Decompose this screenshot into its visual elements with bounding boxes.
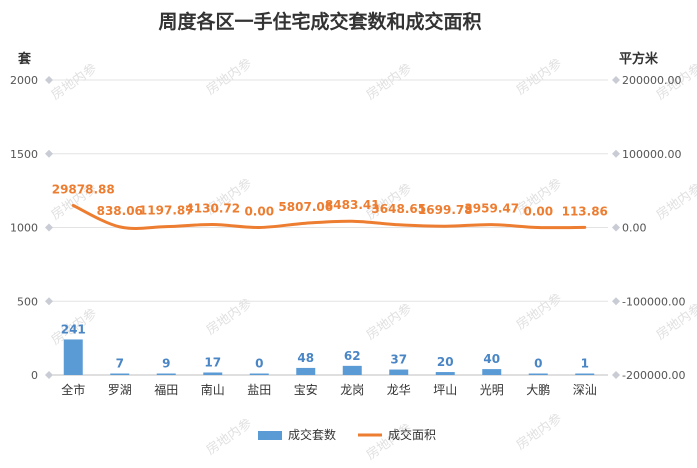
line-data-label: 113.86 — [562, 204, 608, 218]
bar-data-label: 20 — [437, 355, 454, 369]
bar — [482, 369, 502, 375]
bar — [389, 369, 409, 375]
left-tick-marker — [45, 371, 53, 379]
left-tick-label: 0 — [31, 369, 38, 382]
line-data-label: 29878.88 — [52, 182, 115, 196]
bar — [249, 373, 269, 375]
legend-line-label: 成交面积 — [388, 427, 436, 442]
bar-data-labels: 241 7 9 17 0 48 62 37 20 40 0 1 — [61, 322, 589, 370]
category-label: 全市 — [61, 382, 85, 397]
watermark-text: 房地内参 — [513, 55, 565, 98]
left-tick-marker — [45, 223, 53, 232]
watermark-text: 房地内参 — [653, 180, 697, 223]
left-tick-marker — [45, 149, 53, 158]
line-data-label: 5807.06 — [278, 200, 333, 214]
legend-bar-swatch — [258, 431, 282, 440]
left-tick-label: 2000 — [10, 74, 38, 87]
right-axis-ticks: -200000.00 -100000.00 0.00 100000.00 200000.… — [612, 74, 685, 382]
bar — [575, 373, 595, 375]
bar — [63, 339, 83, 375]
category-label: 深汕 — [573, 383, 597, 397]
category-label: 盐田 — [247, 383, 271, 397]
bar-data-label: 9 — [162, 357, 170, 371]
right-tick-marker — [612, 371, 620, 379]
watermark-text: 房地内参 — [363, 300, 415, 343]
watermark-text: 房地内参 — [48, 60, 100, 103]
category-label: 光明 — [480, 383, 504, 397]
chart-title: 周度各区一手住宅成交套数和成交面积 — [158, 10, 481, 33]
left-tick-label: 1500 — [10, 148, 38, 161]
bar — [528, 373, 548, 375]
category-label: 龙华 — [387, 383, 411, 397]
legend: 成交套数 成交面积 — [258, 427, 436, 442]
left-tick-marker — [45, 76, 53, 84]
right-tick-label: 200000.00 — [622, 74, 682, 87]
watermark-text: 房地内参 — [203, 415, 255, 458]
bar-data-label: 17 — [204, 355, 221, 369]
right-tick-marker — [612, 223, 620, 232]
right-tick-label: -100000.00 — [622, 295, 685, 308]
right-tick-marker — [612, 149, 620, 158]
right-tick-label: -200000.00 — [622, 369, 685, 382]
line-data-label: 3648.65 — [371, 202, 426, 216]
watermark-text: 房地内参 — [203, 55, 255, 98]
line-data-label: 8483.41 — [325, 198, 380, 212]
line-data-label: 0.00 — [523, 205, 553, 219]
legend-bar-label: 成交套数 — [288, 427, 336, 442]
left-tick-label: 1000 — [10, 222, 38, 235]
bar — [203, 372, 223, 375]
category-label: 南山 — [201, 382, 225, 397]
line-series — [71, 203, 587, 230]
bar-data-label: 241 — [61, 322, 86, 336]
bar-data-label: 1 — [581, 357, 589, 371]
left-tick-marker — [45, 297, 53, 306]
bar-data-label: 0 — [255, 357, 263, 371]
watermark-text: 房地内参 — [513, 410, 565, 453]
bar-series — [63, 339, 595, 375]
bar — [156, 373, 176, 375]
watermark-text: 房地内参 — [203, 295, 255, 338]
bar — [296, 367, 316, 375]
right-axis-unit: 平方米 — [619, 51, 659, 67]
line-data-label: 3959.47 — [464, 202, 519, 216]
right-tick-label: 100000.00 — [622, 148, 682, 161]
category-label: 罗湖 — [108, 382, 132, 397]
bar-data-label: 62 — [344, 349, 361, 363]
category-label: 坪山 — [433, 383, 457, 397]
watermark-text: 房地内参 — [513, 290, 565, 333]
bar-data-label: 7 — [116, 357, 124, 371]
category-label: 福田 — [154, 382, 178, 397]
line-data-label: 0.00 — [244, 205, 274, 219]
bar — [342, 365, 362, 375]
line-data-label: 838.06 — [97, 204, 143, 218]
category-label: 大鹏 — [526, 383, 550, 397]
bar — [110, 373, 130, 375]
right-tick-marker — [612, 297, 620, 306]
bar-data-label: 40 — [483, 352, 500, 366]
line-data-label: 1197.87 — [139, 204, 194, 218]
bar-data-label: 0 — [534, 357, 542, 371]
left-axis-ticks: 0 500 1000 1500 2000 — [10, 74, 53, 382]
category-label: 宝安 — [294, 382, 318, 397]
watermark-text: 房地内参 — [363, 60, 415, 103]
line-data-label: 1699.78 — [418, 203, 473, 217]
bar — [435, 372, 455, 375]
bar-data-label: 37 — [390, 353, 407, 367]
right-tick-label: 0.00 — [622, 222, 647, 235]
line-data-label: 4130.72 — [185, 201, 240, 215]
right-tick-marker — [612, 76, 620, 84]
category-labels: 全市 罗湖 福田 南山 盐田 宝安 龙岗 龙华 坪山 光明 大鹏 深汕 — [61, 382, 597, 397]
bar-data-label: 48 — [297, 351, 314, 365]
category-label: 龙岗 — [340, 383, 364, 397]
left-axis-unit: 套 — [17, 51, 32, 67]
left-tick-label: 500 — [17, 295, 38, 308]
